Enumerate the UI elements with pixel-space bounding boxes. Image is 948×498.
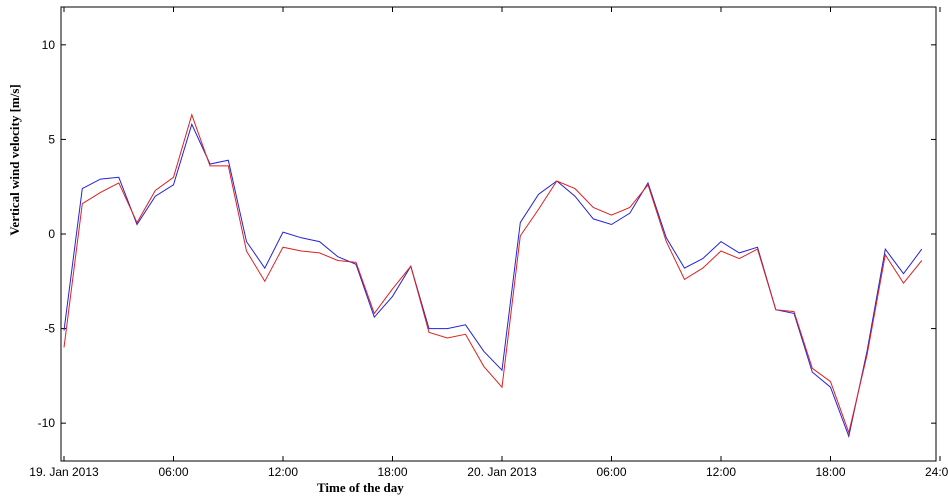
x-tick-label: 12:00 <box>706 465 736 479</box>
series-line-2 <box>63 113 923 435</box>
x-tick-label: 20. Jan 2013 <box>467 465 537 479</box>
y-tick-label: 10 <box>42 38 56 52</box>
y-axis-ticks: 10 5 0 -5 -10 <box>38 38 936 430</box>
data-series <box>63 113 923 439</box>
plot-area-frame <box>60 6 937 462</box>
y-tick-label: 5 <box>48 132 55 146</box>
y-axis-label: Vertical wind velocity [m/s] <box>7 84 22 236</box>
y-tick-label: 0 <box>48 227 55 241</box>
x-tick-label: 06:00 <box>596 465 626 479</box>
x-tick-label: 06:00 <box>158 465 188 479</box>
x-axis-label: Time of the day <box>317 480 404 495</box>
y-tick-label: -10 <box>38 416 56 430</box>
x-tick-label: 12:00 <box>268 465 298 479</box>
x-tick-label: 24:00 <box>925 465 948 479</box>
x-axis-ticks: 19. Jan 2013 06:00 12:00 18:00 20. Jan 2013 0… <box>29 7 948 479</box>
x-tick-label: 18:00 <box>815 465 845 479</box>
x-tick-label: 19. Jan 2013 <box>29 465 99 479</box>
y-tick-label: -5 <box>44 322 55 336</box>
x-tick-label: 18:00 <box>377 465 407 479</box>
